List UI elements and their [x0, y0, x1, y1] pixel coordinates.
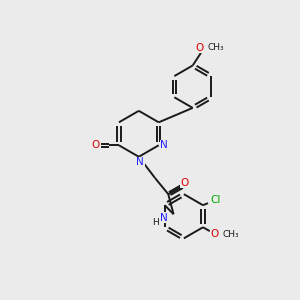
Text: O: O	[92, 140, 100, 150]
Text: CH₃: CH₃	[208, 43, 225, 52]
Text: O: O	[180, 178, 188, 188]
Text: H: H	[152, 218, 159, 227]
Text: CH₃: CH₃	[222, 230, 239, 238]
Text: N: N	[160, 213, 168, 223]
Text: N: N	[136, 157, 144, 167]
Text: O: O	[195, 43, 204, 53]
Text: Cl: Cl	[210, 195, 220, 205]
Text: O: O	[210, 229, 218, 239]
Text: N: N	[160, 140, 168, 150]
